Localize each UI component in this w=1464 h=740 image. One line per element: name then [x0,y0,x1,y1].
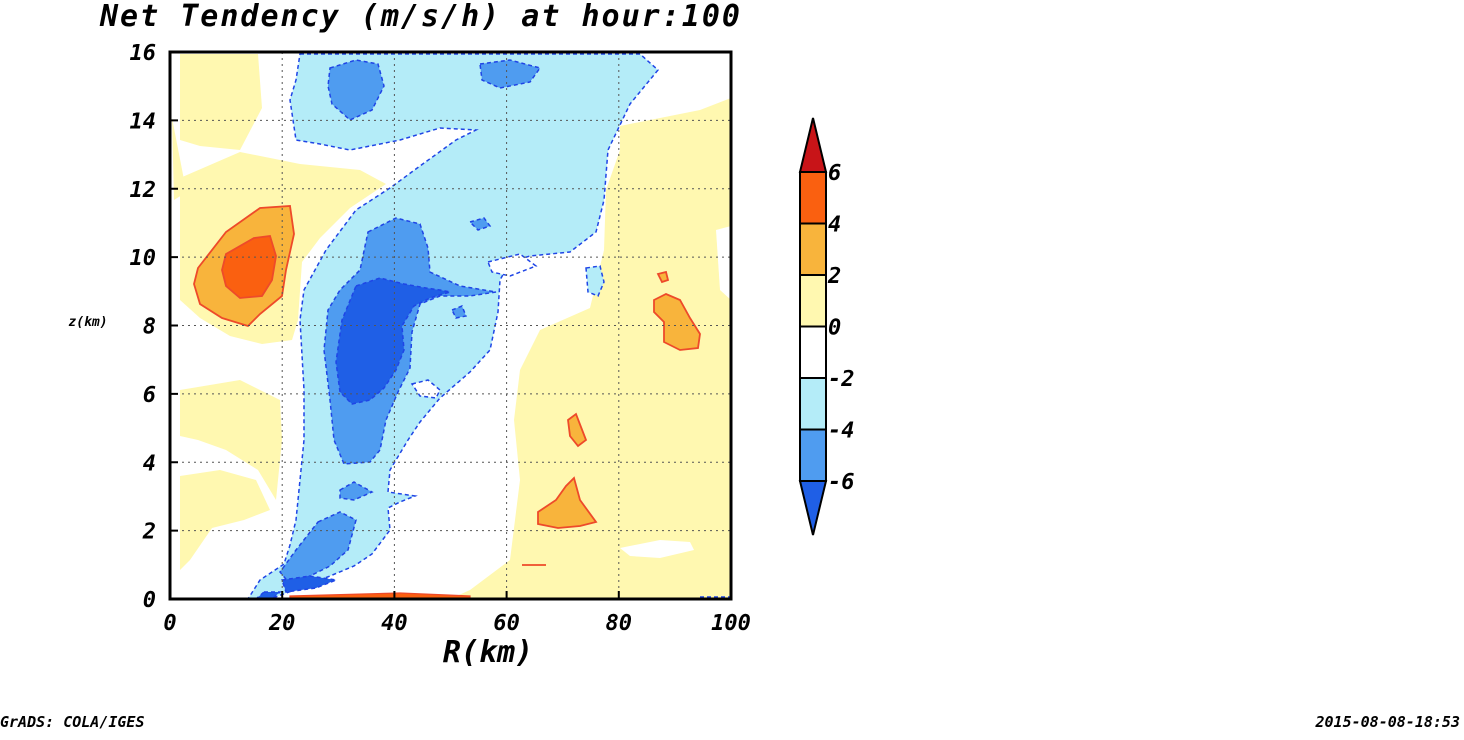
colorbar-tick-label: 2 [827,264,841,289]
y-tick-label: 10 [130,246,157,271]
x-axis-label: R(km) [443,635,533,670]
colorbar-tick-label: 4 [828,213,841,238]
grid-lines [170,52,731,599]
y-axis-label: z(km) [68,315,107,330]
x-tick-label: 0 [163,611,176,636]
x-tick-label: 60 [493,611,520,636]
x-tick-label: 20 [268,611,296,636]
colorbar: -6 -4 -2 0 2 4 6 [798,117,855,536]
y-tick-label: 8 [143,315,156,340]
plot-area [170,52,731,599]
contour-band-white-inclusions [410,253,538,399]
colorbar-segment [799,222,827,276]
contour-band-white-holes [620,226,731,558]
colorbar-bottom-arrow [798,480,828,536]
y-tick-label: 0 [143,588,156,613]
x-tick-label: 80 [606,611,633,636]
colorbar-segment [799,171,827,225]
contour-band-below-neg6 [254,277,451,599]
colorbar-tick-label: -6 [828,470,855,495]
colorbar-tick-label: -2 [828,367,855,392]
contour-band-neg2-patches [585,265,605,297]
colorbar-top-arrow [798,117,828,173]
contour-band-neg4-to-neg6 [279,59,542,585]
colorbar-segment [799,325,827,379]
x-tick-label: 100 [711,611,751,636]
colorbar-segment [799,274,827,328]
y-tick-label: 16 [130,41,157,66]
y-tick-label: 4 [143,451,156,476]
colorbar-tick-label: 6 [828,161,841,186]
x-tick-label: 40 [381,611,408,636]
colorbar-tick-label: 0 [828,316,841,341]
y-tick-label: 12 [130,178,157,203]
footer-right: 2015-08-08-18:53 [1315,713,1461,731]
y-tick-label: 14 [130,109,157,134]
y-axis-ticks: 0 2 4 6 8 10 12 14 16 [130,41,178,613]
footer-left: GrADS: COLA/IGES [0,713,145,731]
colorbar-segment [799,377,827,431]
chart-title: Net Tendency (m/s/h) at hour:100 [99,0,742,34]
x-axis-ticks: 0 20 40 60 80 100 [163,591,751,636]
colorbar-tick-label: -4 [828,419,855,444]
colorbar-segment [799,428,827,482]
y-tick-label: 6 [143,383,156,408]
contour-band-4-to-6 [221,235,277,299]
y-tick-label: 2 [142,520,156,545]
